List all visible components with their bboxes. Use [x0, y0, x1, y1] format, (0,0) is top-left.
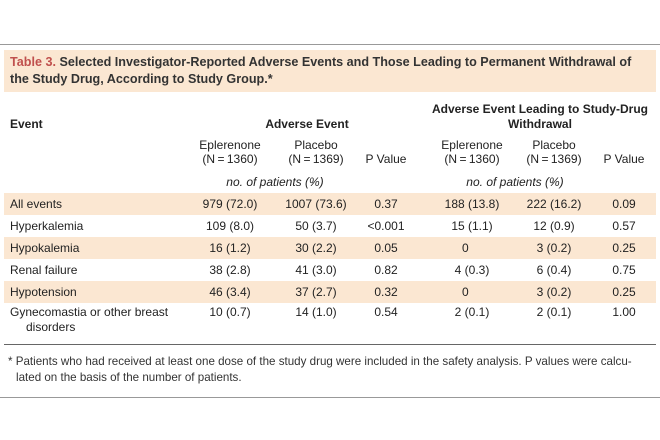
table-label: Table 3. — [10, 55, 56, 69]
table-row: Hypokalemia 16 (1.2) 30 (2.2) 0.05 0 3 (… — [4, 237, 656, 259]
row-event-line2: disorders — [26, 320, 76, 334]
header-eplerenone-n-wd: (N = 1360) — [444, 152, 500, 166]
header-adverse-event: Adverse Event — [265, 117, 349, 131]
cell-ae-pvalue: 0.05 — [374, 241, 398, 255]
header-withdrawal-line2: Withdrawal — [508, 117, 572, 131]
cell-wd-eplerenone: 2 (0.1) — [454, 305, 490, 319]
cell-wd-pvalue: 1.00 — [612, 305, 636, 319]
cell-wd-eplerenone: 0 — [462, 285, 469, 299]
header-event: Event — [10, 117, 43, 131]
cell-ae-pvalue: 0.37 — [374, 197, 398, 211]
cell-ae-eplerenone: 10 (0.7) — [209, 305, 251, 319]
footnote: * Patients who had received at least one… — [8, 354, 648, 386]
cell-wd-eplerenone: 4 (0.3) — [454, 263, 490, 277]
cell-wd-pvalue: 0.57 — [612, 219, 636, 233]
cell-wd-pvalue: 0.25 — [612, 241, 636, 255]
table-title: Table 3. Selected Investigator-Reported … — [10, 54, 650, 88]
cell-wd-pvalue: 0.25 — [612, 285, 636, 299]
cell-wd-placebo: 12 (0.9) — [533, 219, 575, 233]
table-row: Hypotension 46 (3.4) 37 (2.7) 0.32 0 3 (… — [4, 281, 656, 303]
table-bottom-rule — [4, 344, 656, 345]
header-eplerenone-ae: Eplerenone — [199, 138, 261, 152]
bottom-rule — [0, 397, 660, 398]
cell-ae-eplerenone: 16 (1.2) — [209, 241, 251, 255]
row-event: All events — [10, 197, 63, 211]
table-caption: Selected Investigator-Reported Adverse E… — [10, 55, 632, 86]
row-event: Renal failure — [10, 263, 78, 277]
cell-ae-placebo: 37 (2.7) — [295, 285, 337, 299]
cell-ae-eplerenone: 109 (8.0) — [205, 219, 255, 233]
row-event: Hypotension — [10, 285, 77, 299]
cell-wd-placebo: 222 (16.2) — [526, 197, 582, 211]
cell-ae-placebo: 1007 (73.6) — [285, 197, 347, 211]
table-row: All events 979 (72.0) 1007 (73.6) 0.37 1… — [4, 193, 656, 215]
cell-ae-eplerenone: 38 (2.8) — [209, 263, 251, 277]
header-eplerenone-wd: Eplerenone — [441, 138, 503, 152]
cell-wd-eplerenone: 15 (1.1) — [451, 219, 493, 233]
cell-wd-pvalue: 0.09 — [612, 197, 636, 211]
cell-ae-placebo: 30 (2.2) — [295, 241, 337, 255]
row-event-line1: Gynecomastia or other breast — [10, 305, 169, 319]
cell-ae-pvalue: 0.54 — [374, 305, 398, 319]
cell-ae-pvalue: 0.32 — [374, 285, 398, 299]
row-event: Hyperkalemia — [10, 219, 84, 233]
cell-wd-placebo: 3 (0.2) — [536, 241, 572, 255]
cell-wd-placebo: 2 (0.1) — [536, 305, 572, 319]
cell-ae-eplerenone: 979 (72.0) — [202, 197, 258, 211]
cell-ae-pvalue: <0.001 — [367, 219, 405, 233]
row-event: Hypokalemia — [10, 241, 80, 255]
top-rule — [0, 44, 660, 45]
header-pvalue-ae: P Value — [365, 152, 407, 166]
header-placebo-n-ae: (N = 1369) — [288, 152, 344, 166]
table-row: Gynecomastia or other breast disorders 1… — [4, 304, 656, 338]
footnote-line1: * Patients who had received at least one… — [8, 355, 632, 368]
cell-wd-eplerenone: 188 (13.8) — [444, 197, 500, 211]
title-box — [4, 50, 656, 92]
header-placebo-wd: Placebo — [532, 138, 576, 152]
cell-wd-eplerenone: 0 — [462, 241, 469, 255]
cell-ae-pvalue: 0.82 — [374, 263, 398, 277]
cell-ae-placebo: 41 (3.0) — [295, 263, 337, 277]
cell-wd-placebo: 6 (0.4) — [536, 263, 572, 277]
header-placebo-n-wd: (N = 1369) — [526, 152, 582, 166]
header-pvalue-wd: P Value — [603, 152, 645, 166]
cell-ae-eplerenone: 46 (3.4) — [209, 285, 251, 299]
cell-ae-placebo: 14 (1.0) — [295, 305, 337, 319]
table-row: Renal failure 38 (2.8) 41 (3.0) 0.82 4 (… — [4, 259, 656, 281]
header-placebo-ae: Placebo — [294, 138, 338, 152]
table-row: Hyperkalemia 109 (8.0) 50 (3.7) <0.001 1… — [4, 215, 656, 237]
cell-wd-placebo: 3 (0.2) — [536, 285, 572, 299]
units-ae: no. of patients (%) — [226, 175, 324, 189]
header-withdrawal-line1: Adverse Event Leading to Study-Drug — [431, 102, 649, 116]
footnote-line2: lated on the basis of the number of pati… — [16, 371, 242, 384]
cell-wd-pvalue: 0.75 — [612, 263, 636, 277]
units-wd: no. of patients (%) — [466, 175, 564, 189]
cell-ae-placebo: 50 (3.7) — [295, 219, 337, 233]
header-eplerenone-n-ae: (N = 1360) — [202, 152, 258, 166]
